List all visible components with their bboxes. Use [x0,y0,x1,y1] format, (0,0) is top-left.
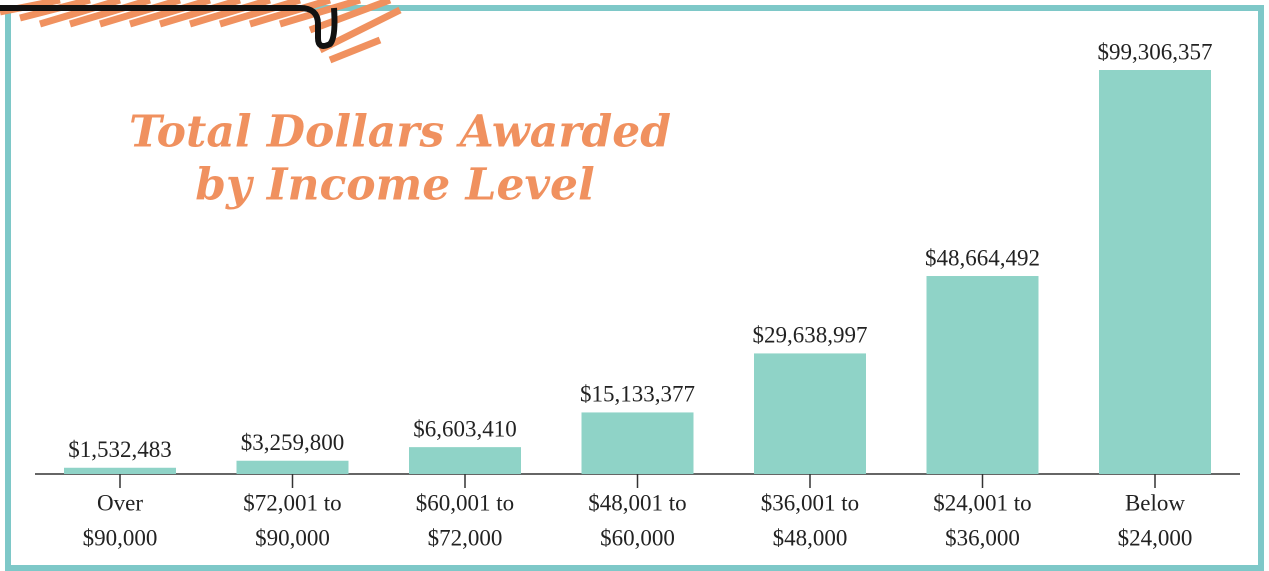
x-tick-label: $48,001 to [588,490,686,515]
value-label: $48,664,492 [925,245,1040,270]
chart-title: by Income Level [195,160,594,211]
x-tick-label: Over [97,490,143,515]
x-tick-label: $36,000 [945,525,1020,550]
x-tick-label: $60,001 to [416,490,514,515]
x-tick-label: $48,000 [773,525,848,550]
value-label: $99,306,357 [1098,39,1213,64]
x-tick-label: $90,000 [255,525,330,550]
x-tick-label: $72,001 to [243,490,341,515]
frame [8,8,1261,568]
x-tick-label: $72,000 [428,525,503,550]
chart-title: Total Dollars Awarded [129,107,671,158]
bar [754,353,866,474]
decoration [0,0,400,60]
x-tick-label: $24,000 [1118,525,1193,550]
x-tick-label: Below [1125,490,1185,515]
bar [237,461,349,474]
bar [927,276,1039,474]
x-tick-label: $36,001 to [761,490,859,515]
bar [64,468,176,474]
page: {"chart_data": {"type": "bar", "title": … [0,0,1269,571]
chart: Total Dollars Awarded by Income Level $1… [0,0,1269,571]
value-label: $6,603,410 [413,416,517,441]
bar [409,447,521,474]
bar [582,412,694,474]
x-tick-label: $90,000 [83,525,158,550]
value-label: $3,259,800 [241,430,345,455]
x-tick-label: $60,000 [600,525,675,550]
bar [1099,70,1211,474]
value-label: $29,638,997 [753,323,868,348]
value-label: $1,532,483 [68,437,172,462]
value-label: $15,133,377 [580,382,695,407]
x-tick-label: $24,001 to [933,490,1031,515]
